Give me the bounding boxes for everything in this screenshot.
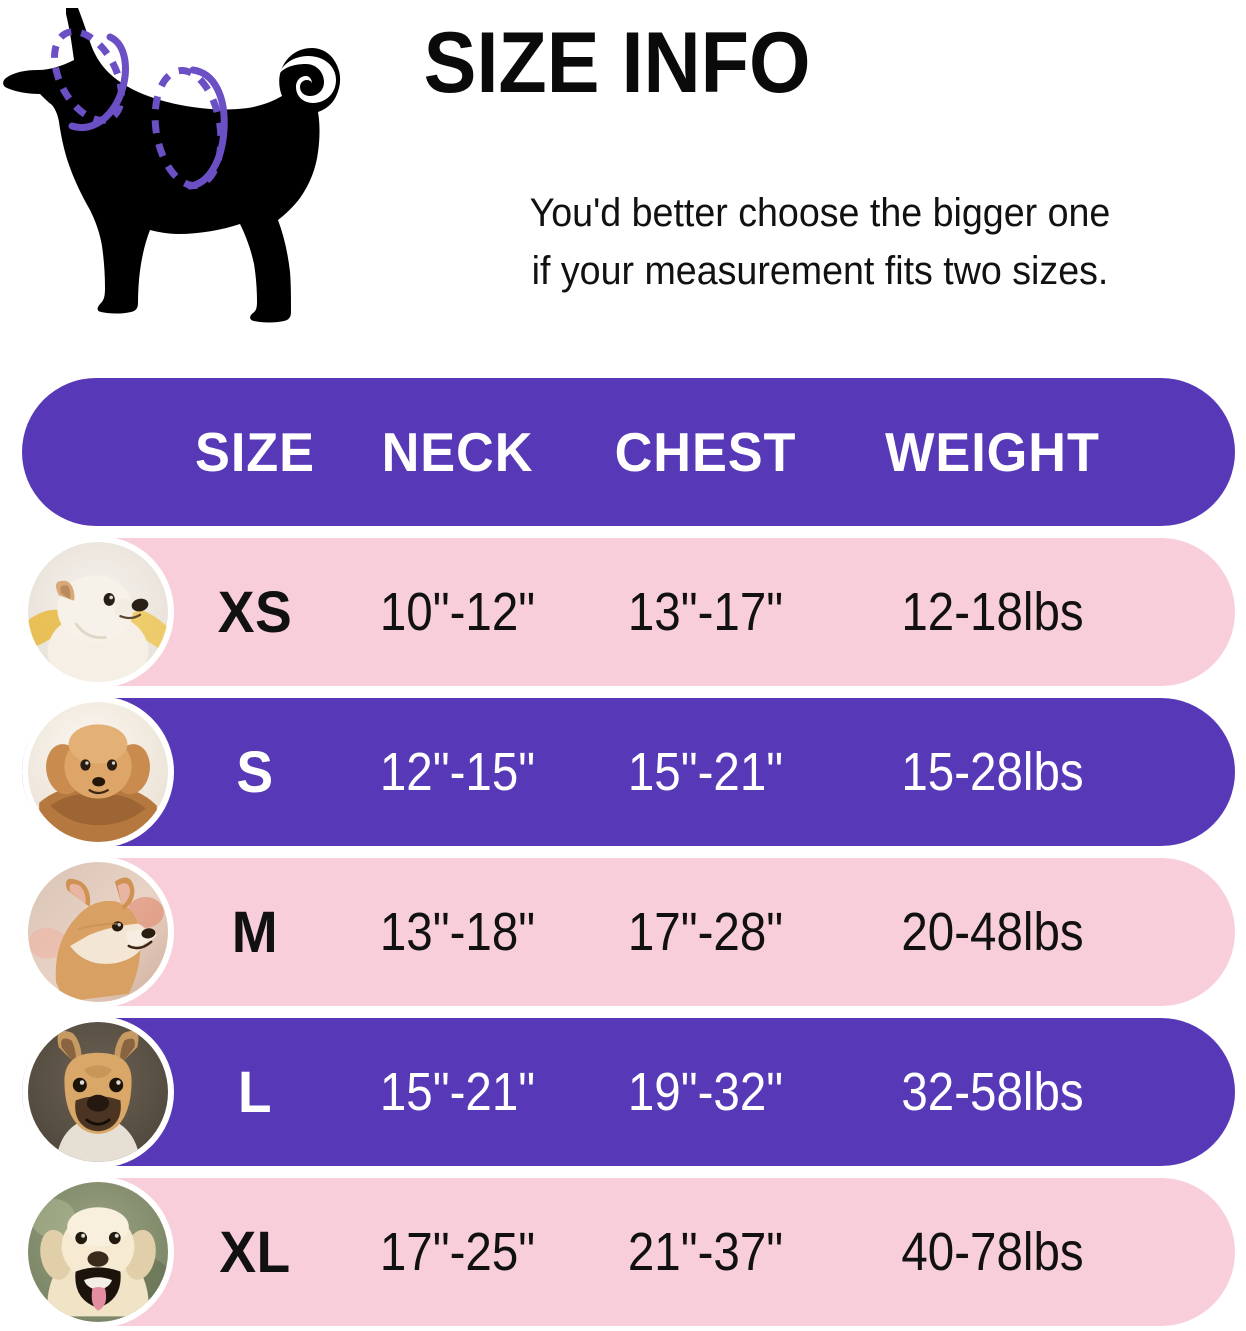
- cell-chest: 19"-32": [627, 1062, 784, 1122]
- table-row[interactable]: M 13"-18" 17"-28" 20-48lbs: [0, 856, 1246, 1008]
- cell-neck: 15"-21": [379, 1062, 536, 1122]
- table-header-row: SIZE NECK CHEST WEIGHT: [0, 378, 1246, 526]
- row-cells-xl: XL 17"-25" 21"-37" 40-78lbs: [0, 1178, 1246, 1326]
- chest-ring-solid-icon: [186, 66, 228, 190]
- neck-ring-solid-icon: [68, 33, 129, 131]
- cell-size: XL: [219, 1219, 291, 1285]
- cell-neck: 10"-12": [379, 582, 536, 642]
- shiba-inu-photo: [22, 856, 174, 1008]
- pomeranian-puppy-photo: [22, 536, 174, 688]
- row-cells-s: S 12"-15" 15"-21" 15-28lbs: [0, 698, 1246, 846]
- cell-neck: 13"-18": [379, 902, 536, 962]
- cell-weight: 32-58lbs: [901, 1062, 1084, 1122]
- table-row[interactable]: S 12"-15" 15"-21" 15-28lbs: [0, 696, 1246, 848]
- row-background-m: [22, 858, 1235, 1006]
- column-header-neck: NECK: [381, 421, 534, 483]
- table-row[interactable]: XS 10"-12" 13"-17" 12-18lbs: [0, 536, 1246, 688]
- header-cells: SIZE NECK CHEST WEIGHT: [0, 378, 1246, 526]
- header-row-background: [22, 378, 1235, 526]
- cell-weight: 40-78lbs: [901, 1222, 1084, 1282]
- column-header-size: SIZE: [195, 421, 315, 483]
- column-header-weight: WEIGHT: [885, 421, 1100, 483]
- neck-ring-dashed-icon: [51, 28, 125, 124]
- dog-measurement-diagram-icon: [0, 8, 400, 328]
- cell-size: M: [231, 899, 279, 965]
- cell-weight: 15-28lbs: [901, 742, 1084, 802]
- cell-size: XS: [217, 579, 293, 645]
- cell-chest: 17"-28": [627, 902, 784, 962]
- row-background-l: [22, 1018, 1235, 1166]
- page-title: SIZE INFO: [423, 15, 811, 111]
- subtitle-block: You'd better choose the bigger one if yo…: [420, 184, 1220, 300]
- table-row[interactable]: L 15"-21" 19"-32" 32-58lbs: [0, 1016, 1246, 1168]
- row-cells-xs: XS 10"-12" 13"-17" 12-18lbs: [0, 538, 1246, 686]
- cell-neck: 17"-25": [379, 1222, 536, 1282]
- row-cells-m: M 13"-18" 17"-28" 20-48lbs: [0, 858, 1246, 1006]
- row-cells-l: L 15"-21" 19"-32" 32-58lbs: [0, 1018, 1246, 1166]
- cell-size: L: [237, 1059, 273, 1125]
- toy-poodle-photo: [22, 696, 174, 848]
- row-background-s: [22, 698, 1235, 846]
- cell-chest: 13"-17": [627, 582, 784, 642]
- cell-weight: 12-18lbs: [901, 582, 1084, 642]
- subtitle-line-1: You'd better choose the bigger one: [529, 191, 1111, 235]
- subtitle: You'd better choose the bigger one if yo…: [444, 184, 1196, 300]
- labrador-retriever-photo: [22, 1176, 174, 1328]
- row-background-xl: [22, 1178, 1235, 1326]
- subtitle-line-2: if your measurement fits two sizes.: [531, 249, 1109, 293]
- cell-chest: 21"-37": [627, 1222, 784, 1282]
- row-background-xs: [22, 538, 1235, 686]
- size-table: SIZE NECK CHEST WEIGHT: [0, 378, 1246, 1331]
- column-header-chest: CHEST: [614, 421, 797, 483]
- table-row[interactable]: XL 17"-25" 21"-37" 40-78lbs: [0, 1176, 1246, 1328]
- french-bulldog-photo: [22, 1016, 174, 1168]
- hero-section: SIZE INFO You'd better choose the bigger…: [0, 0, 1246, 360]
- cell-weight: 20-48lbs: [901, 902, 1084, 962]
- cell-chest: 15"-21": [627, 742, 784, 802]
- cell-size: S: [236, 739, 274, 805]
- cell-neck: 12"-15": [379, 742, 536, 802]
- hero-text-block: SIZE INFO You'd better choose the bigger…: [420, 20, 1220, 320]
